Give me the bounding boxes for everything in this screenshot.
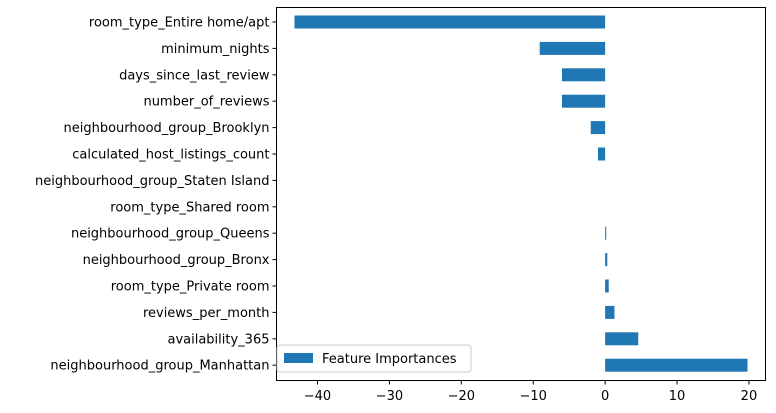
y-tick-label: minimum_nights xyxy=(161,42,270,57)
y-tick-label: neighbourhood_group_Staten Island xyxy=(35,174,270,189)
legend: Feature Importances xyxy=(276,344,472,373)
bar xyxy=(605,279,609,293)
bar xyxy=(605,253,608,267)
x-tick-label: −30 xyxy=(376,389,403,404)
bar xyxy=(590,121,606,135)
x-tick-label: 0 xyxy=(601,389,609,404)
y-tick-label: number_of_reviews xyxy=(143,95,269,110)
x-tick-label: −40 xyxy=(304,389,331,404)
y-tick-label: calculated_host_listings_count xyxy=(72,148,269,163)
x-tick-label: −20 xyxy=(448,389,475,404)
y-tick-label: neighbourhood_group_Brooklyn xyxy=(63,121,269,136)
y-tick-label: neighbourhood_group_Queens xyxy=(71,227,270,242)
legend-label: Feature Importances xyxy=(322,352,457,367)
x-tick-label: 10 xyxy=(669,389,686,404)
bar xyxy=(294,15,606,29)
bar xyxy=(561,94,606,108)
bar xyxy=(605,332,639,346)
bar xyxy=(539,41,606,55)
y-tick-label: days_since_last_review xyxy=(119,68,270,83)
y-tick-label: room_type_Private room xyxy=(111,280,270,295)
bar xyxy=(605,226,607,240)
y-tick-label: reviews_per_month xyxy=(143,306,270,321)
legend-swatch xyxy=(284,353,313,363)
x-ticks: −40 −30 −20 −10 0 10 20 xyxy=(304,380,758,404)
x-tick-label: 20 xyxy=(741,389,758,404)
legend-box xyxy=(276,344,472,373)
y-tick-label: availability_365 xyxy=(167,332,269,347)
bar xyxy=(561,68,606,82)
bars-group xyxy=(294,15,748,372)
bar xyxy=(605,305,615,319)
plot-frame xyxy=(276,7,766,381)
y-tick-labels: room_type_Entire home/apt minimum_nightsd… xyxy=(35,16,277,374)
y-tick-label: room_type_Shared room xyxy=(110,200,269,215)
bar xyxy=(605,358,748,372)
y-tick-label: neighbourhood_group_Manhattan xyxy=(50,359,269,374)
bar xyxy=(597,147,606,161)
y-tick-label: neighbourhood_group_Bronx xyxy=(83,253,270,268)
x-tick-label: −10 xyxy=(520,389,547,404)
y-tick-label: room_type_Entire home/apt xyxy=(89,16,270,31)
